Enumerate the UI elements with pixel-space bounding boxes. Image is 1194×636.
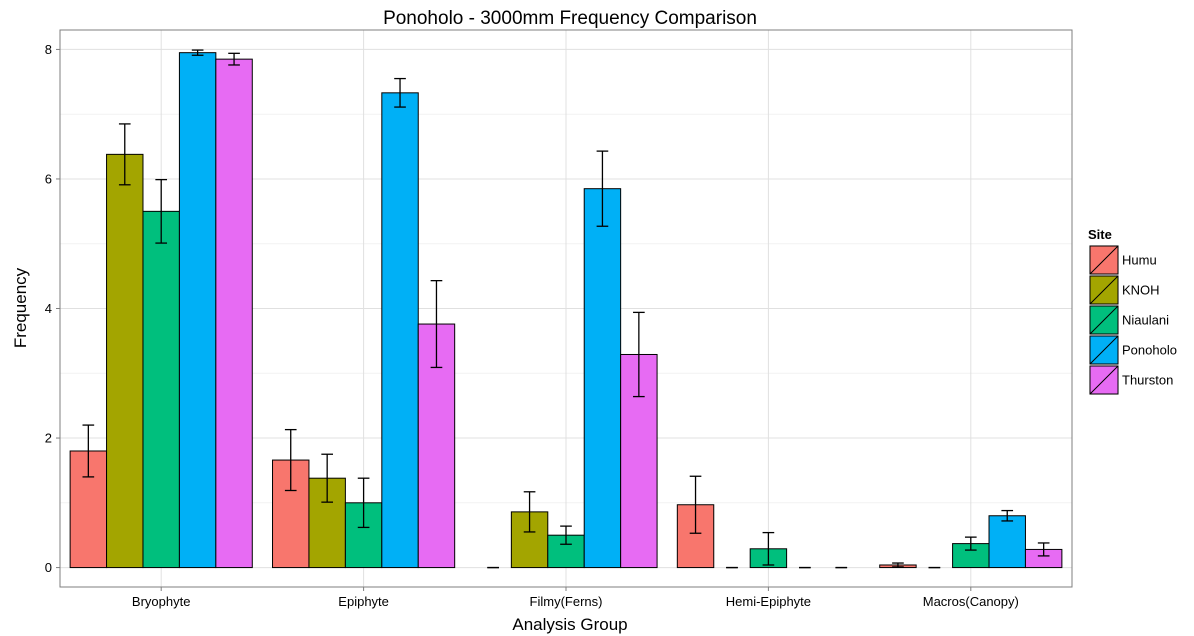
y-tick-label: 8 <box>45 42 52 57</box>
error-bar-niaulani-3 <box>762 531 775 566</box>
error-bar-humu-1 <box>284 428 297 492</box>
x-tick-label: Bryophyte <box>132 594 191 609</box>
error-bar-ponoholo-2 <box>596 150 609 227</box>
error-bar-niaulani-0 <box>155 178 168 244</box>
legend-item-thurston: Thurston <box>1089 365 1173 395</box>
x-tick-label: Macros(Canopy) <box>923 594 1019 609</box>
error-bar-humu-0 <box>82 424 95 478</box>
bar-niaulani-0 <box>142 210 180 569</box>
legend-item-humu: Humu <box>1089 245 1157 275</box>
error-bar-ponoholo-0 <box>191 49 204 56</box>
x-tick-label: Hemi-Epiphyte <box>726 594 811 609</box>
error-bar-thurston-2 <box>633 311 645 398</box>
legend-key-slash <box>1089 365 1119 395</box>
error-bar-niaulani-1 <box>357 477 370 529</box>
plot-panel: 0 2 4 6 8 Bryophyte Epiphyte Filmy(Ferns) Hemi-E… <box>45 29 1073 609</box>
x-tick-label: Epiphyte <box>338 594 389 609</box>
legend-key-slash <box>1089 335 1119 365</box>
error-bar-knoh-1 <box>321 453 333 503</box>
bar-ponoholo-1 <box>381 92 419 569</box>
bar-ponoholo-4 <box>988 515 1026 569</box>
legend: Site Humu KNOH Niaulani Ponoholo Thurston <box>1088 227 1177 395</box>
legend-item-ponoholo: Ponoholo <box>1089 335 1177 365</box>
y-tick-label: 2 <box>45 431 52 446</box>
legend-key-slash <box>1089 275 1119 305</box>
y-tick-label: 6 <box>45 171 52 186</box>
legend-item-niaulani: Niaulani <box>1089 305 1169 335</box>
legend-label: Thurston <box>1122 373 1173 388</box>
legend-item-knoh: KNOH <box>1089 275 1160 305</box>
bar-thurston-1 <box>417 323 456 569</box>
x-tick-label: Filmy(Ferns) <box>530 594 603 609</box>
legend-key-slash <box>1089 245 1119 275</box>
error-bar-humu-4 <box>892 562 904 568</box>
error-bar-niaulani-4 <box>964 536 977 551</box>
bar-knoh-0 <box>106 153 144 569</box>
legend-label: KNOH <box>1122 283 1160 298</box>
error-bar-niaulani-2 <box>560 525 572 545</box>
error-bar-knoh-2 <box>523 491 536 533</box>
error-bar-knoh-0 <box>118 123 131 186</box>
error-bar-thurston-0 <box>228 52 240 66</box>
error-bar-thurston-4 <box>1037 542 1050 557</box>
x-axis-title: Analysis Group <box>512 615 627 634</box>
bar-ponoholo-0 <box>178 52 217 569</box>
error-bar-ponoholo-1 <box>394 77 406 108</box>
y-axis-title: Frequency <box>11 267 30 348</box>
legend-label: Niaulani <box>1122 313 1169 328</box>
legend-title: Site <box>1088 227 1112 242</box>
y-tick-label: 0 <box>45 560 52 575</box>
error-bar-humu-3 <box>689 475 702 534</box>
legend-label: Ponoholo <box>1122 343 1177 358</box>
legend-label: Humu <box>1122 253 1157 268</box>
error-bar-thurston-1 <box>430 279 443 369</box>
chart-title: Ponoholo - 3000mm Frequency Comparison <box>383 8 757 29</box>
legend-key-slash <box>1089 305 1119 335</box>
y-tick-label: 4 <box>45 301 52 316</box>
bar-thurston-0 <box>215 58 253 569</box>
bar-ponoholo-2 <box>583 188 622 569</box>
error-bar-ponoholo-4 <box>1001 509 1014 522</box>
